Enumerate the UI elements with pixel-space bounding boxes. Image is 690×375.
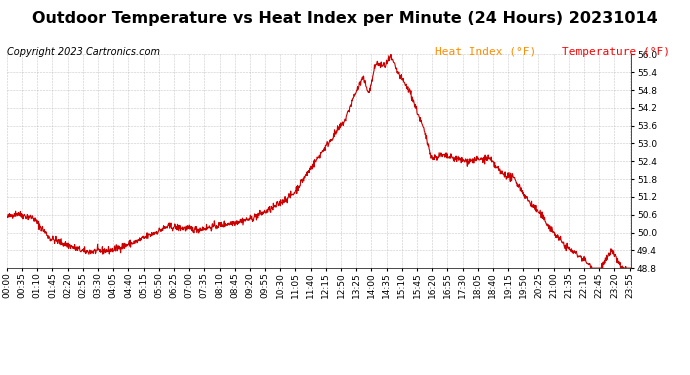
- Text: Temperature (°F): Temperature (°F): [562, 47, 671, 57]
- Text: Copyright 2023 Cartronics.com: Copyright 2023 Cartronics.com: [7, 47, 160, 57]
- Text: Heat Index (°F): Heat Index (°F): [435, 47, 536, 57]
- Text: Outdoor Temperature vs Heat Index per Minute (24 Hours) 20231014: Outdoor Temperature vs Heat Index per Mi…: [32, 11, 658, 26]
